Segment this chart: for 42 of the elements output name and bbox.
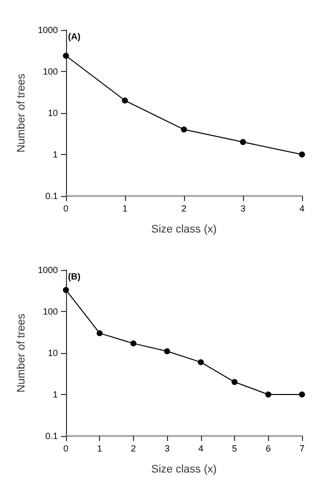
x-tick-label: 4 [299, 204, 305, 214]
y-tick-label: 10 [48, 348, 58, 358]
y-tick-label: 1 [52, 150, 58, 160]
y-tick-label: 0.1 [45, 431, 58, 441]
x-tick-label: 3 [164, 444, 170, 454]
x-tick-label: 1 [97, 444, 102, 454]
point [62, 52, 69, 59]
point [122, 98, 128, 104]
x-tick-label: 3 [240, 204, 246, 214]
x-axis-title: Size class (x) [151, 464, 217, 476]
y-axis-title: Number of trees [16, 313, 28, 392]
x-axis-title: Size class (x) [151, 224, 217, 236]
y-tick-label: 1 [52, 390, 58, 400]
annotation: (B) [68, 272, 80, 282]
x-tick-label: 4 [198, 444, 204, 454]
point [180, 126, 187, 133]
y-tick-label: 100 [42, 306, 58, 316]
y-tick-label: 0.1 [45, 191, 58, 201]
x-tick-label: 1 [122, 204, 128, 214]
y-tick-label: 1000 [38, 265, 58, 275]
point [265, 392, 272, 398]
x-tick-label: 6 [266, 444, 271, 454]
y-axis-title: Number of trees [16, 73, 28, 152]
y-tick-label: 1000 [38, 25, 58, 35]
x-tick-label: 2 [181, 204, 186, 214]
point [62, 286, 69, 293]
point [96, 330, 103, 336]
point [198, 359, 204, 366]
y-tick-label: 100 [42, 66, 58, 76]
x-tick-label: 0 [63, 444, 68, 454]
y-tick-label: 10 [48, 108, 58, 118]
point [299, 392, 305, 398]
x-tick-label: 7 [299, 444, 305, 454]
point [130, 340, 136, 346]
point [299, 152, 305, 158]
x-tick-label: 5 [232, 444, 238, 454]
point [240, 139, 246, 146]
point [232, 379, 238, 386]
annotation: (A) [68, 32, 80, 42]
point [164, 348, 170, 354]
x-tick-label: 2 [130, 444, 136, 454]
x-tick-label: 0 [63, 204, 68, 214]
